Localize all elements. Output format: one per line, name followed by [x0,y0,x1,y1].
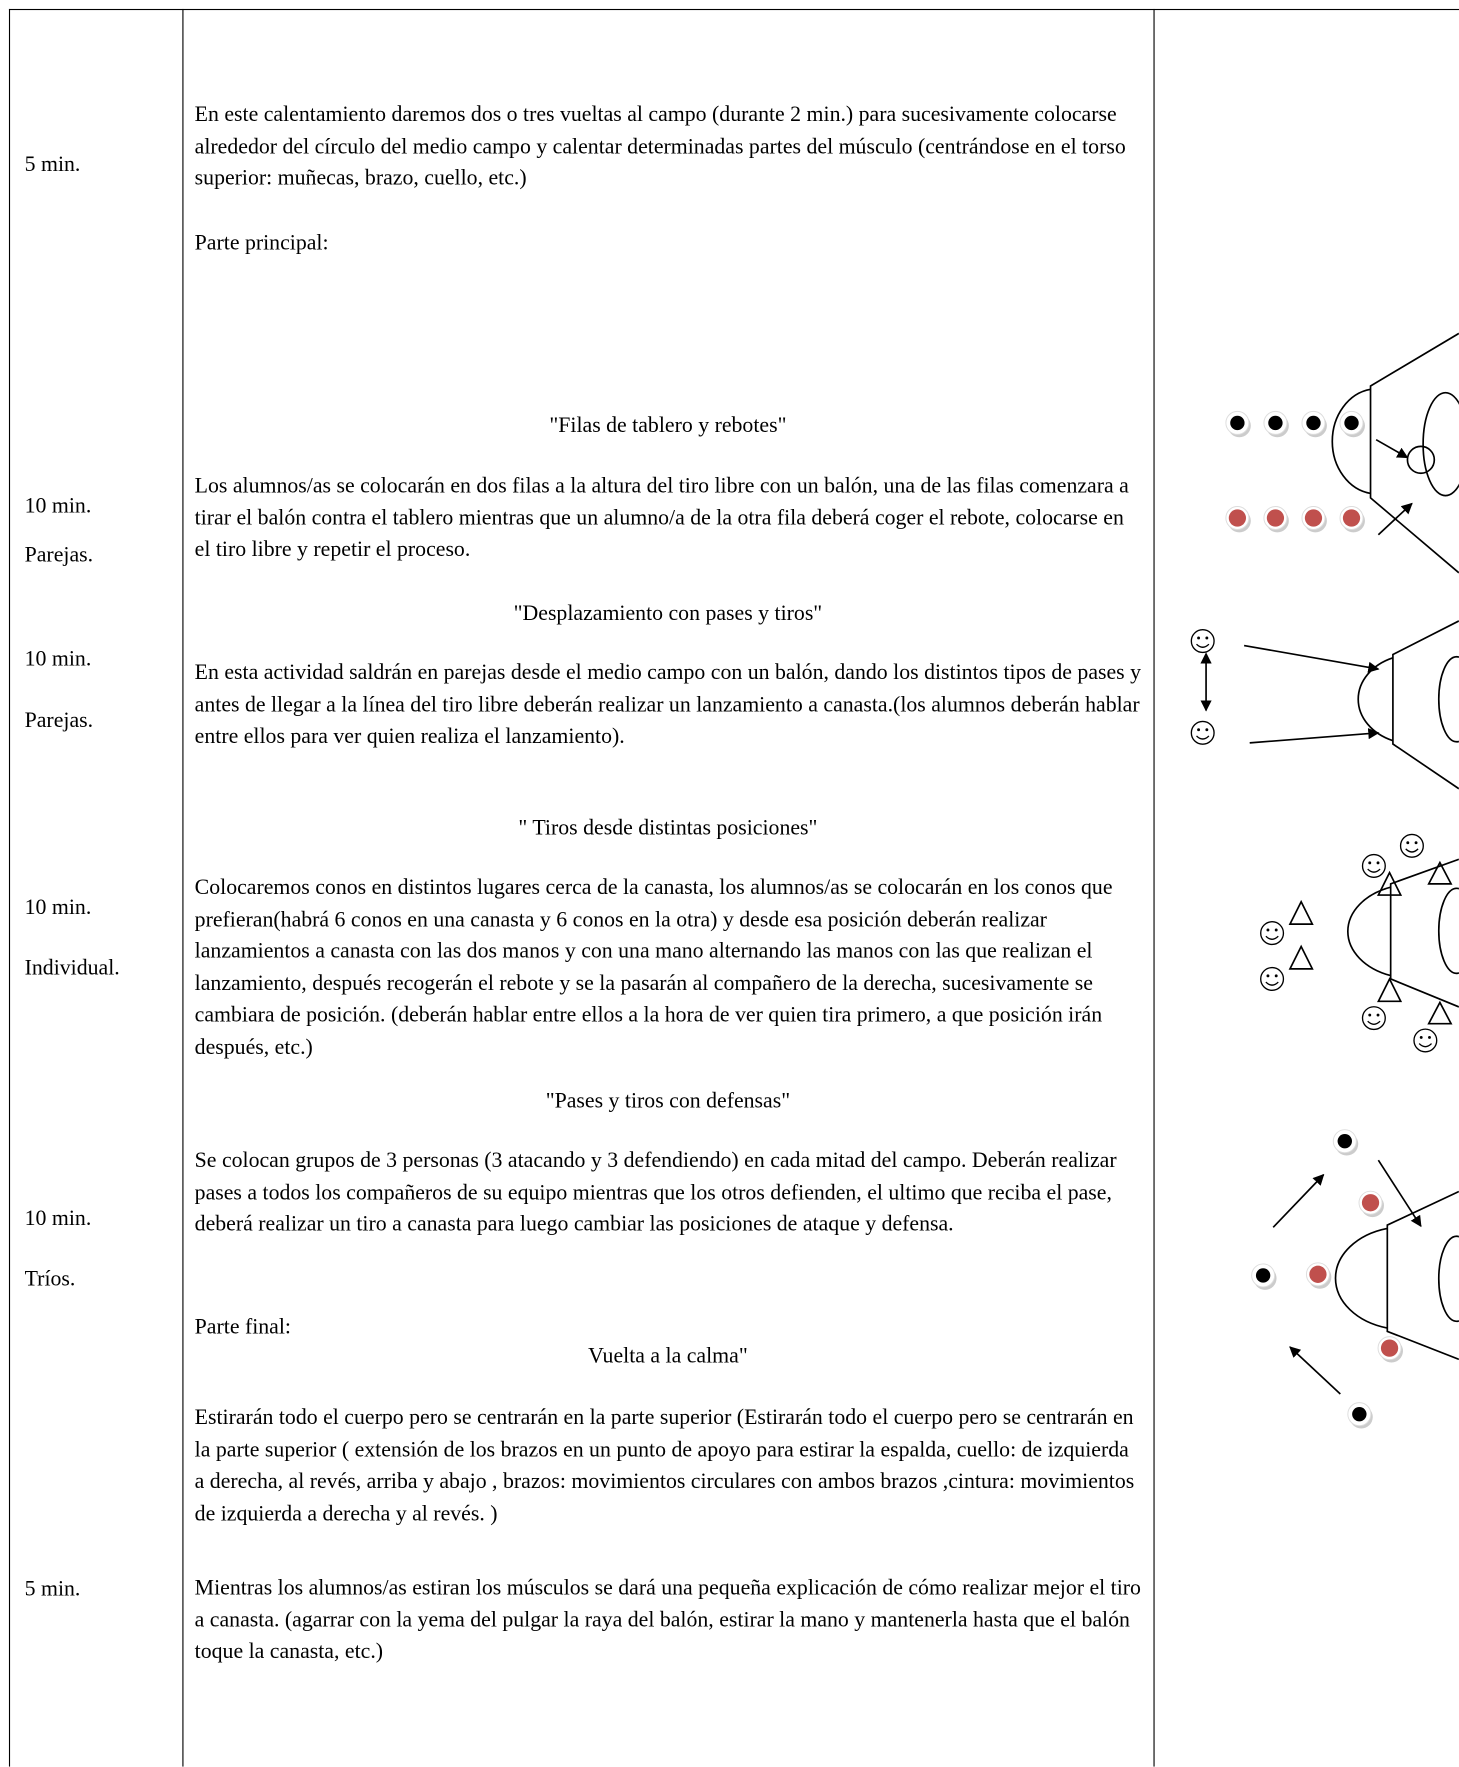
activity-title: "Desplazamiento con pases y tiros" [513,601,823,626]
duration: 10 min. [24,1207,92,1231]
paragraph: Se colocan grupos de 3 personas (3 ataca… [194,1149,1117,1237]
diagram-positions [1259,833,1459,1053]
activity-title: " Tiros desde distintas posiciones" [518,816,818,841]
diagram-passes [1190,620,1459,790]
activity-title: "Filas de tablero y rebotes" [549,413,787,438]
paragraph: Estirarán todo el cuerpo pero se centrar… [194,1406,1135,1526]
duration: 5 min. [24,153,81,177]
grouping: Individual. [24,956,120,981]
paragraph: En esta actividad saldrán en parejas des… [194,661,1142,749]
duration: 5 min. [24,1577,81,1602]
paragraph: Los alumnos/as se colocarán en dos filas… [194,474,1129,562]
activity-title: "Pases y tiros con defensas" [545,1089,791,1114]
section-heading: Parte principal: [194,231,329,256]
duration: 10 min. [24,896,92,920]
table-border [8,8,11,1767]
diagram-defense [1250,1128,1459,1430]
section-heading: Parte final: [194,1315,291,1340]
grouping: Parejas. [24,709,94,733]
grouping: Tríos. [24,1267,76,1292]
duration: 10 min. [24,494,92,519]
activity-title: Vuelta a la calma" [588,1344,748,1369]
paragraph: Colocaremos conos en distintos lugares c… [194,876,1113,1059]
diagram-rebounds [1225,332,1459,574]
paragraph: Mientras los alumnos/as estiran los músc… [194,1576,1141,1664]
grouping: Parejas. [24,543,94,568]
table-border [8,8,1459,11]
column-divider [1153,8,1155,1767]
column-divider [182,8,184,1767]
duration: 10 min. [24,647,92,672]
paragraph: En este calentamiento daremos dos o tres… [194,102,1126,191]
